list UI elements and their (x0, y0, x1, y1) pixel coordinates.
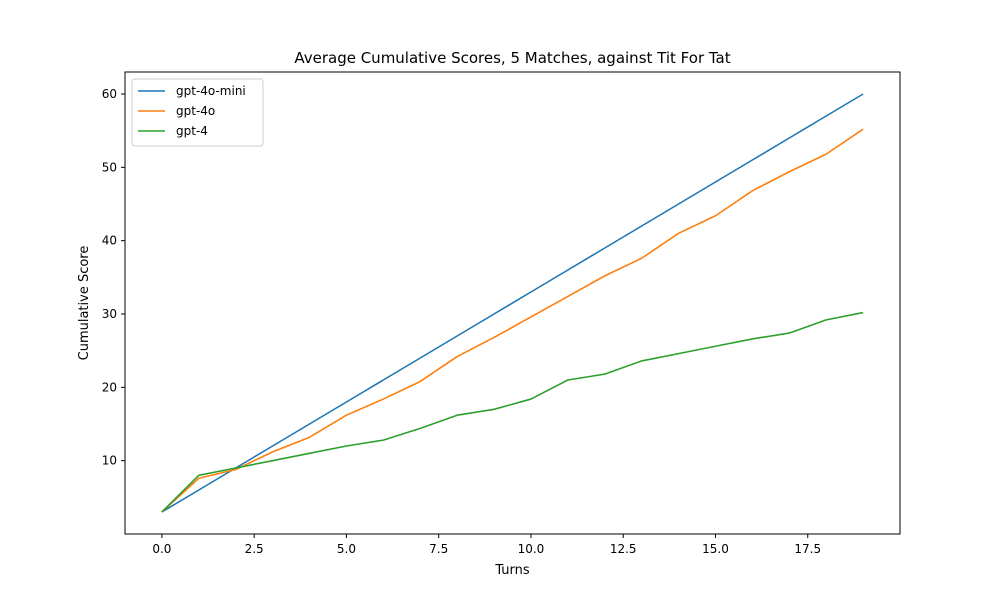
y-tick-label: 60 (102, 87, 117, 101)
x-axis: 0.0 2.5 5.0 7.5 10.0 12.5 15.0 17.5 (152, 534, 821, 556)
x-tick-label: 17.5 (794, 542, 821, 556)
legend-entry-gpt-4: gpt-4 (176, 124, 208, 138)
y-tick-label: 40 (102, 234, 117, 248)
y-tick-label: 50 (102, 160, 117, 174)
x-tick-label: 5.0 (337, 542, 356, 556)
y-axis-label: Cumulative Score (77, 246, 92, 361)
legend-entry-gpt-4o-mini: gpt-4o-mini (176, 84, 246, 98)
legend: gpt-4o-mini gpt-4o gpt-4 (131, 78, 264, 147)
legend-box (131, 78, 264, 147)
y-tick-label: 30 (102, 307, 117, 321)
x-tick-label: 15.0 (702, 542, 729, 556)
x-tick-label: 2.5 (245, 542, 264, 556)
y-tick-label: 20 (102, 380, 117, 394)
x-tick-label: 7.5 (429, 542, 448, 556)
plot-area (124, 71, 901, 535)
x-tick-label: 10.0 (518, 542, 545, 556)
y-axis: 10 20 30 40 50 60 (102, 87, 125, 468)
series-line-gpt-4o-mini (161, 93, 864, 513)
x-tick-label: 0.0 (152, 542, 171, 556)
x-axis-label: Turns (494, 563, 530, 578)
series-line-gpt-4o (161, 128, 864, 513)
x-tick-label: 12.5 (610, 542, 637, 556)
chart-title: Average Cumulative Scores, 5 Matches, ag… (294, 49, 730, 67)
legend-entry-gpt-4o: gpt-4o (176, 104, 215, 118)
y-tick-label: 10 (102, 454, 117, 468)
series-line-gpt-4 (161, 311, 864, 513)
series-lines (161, 93, 864, 513)
